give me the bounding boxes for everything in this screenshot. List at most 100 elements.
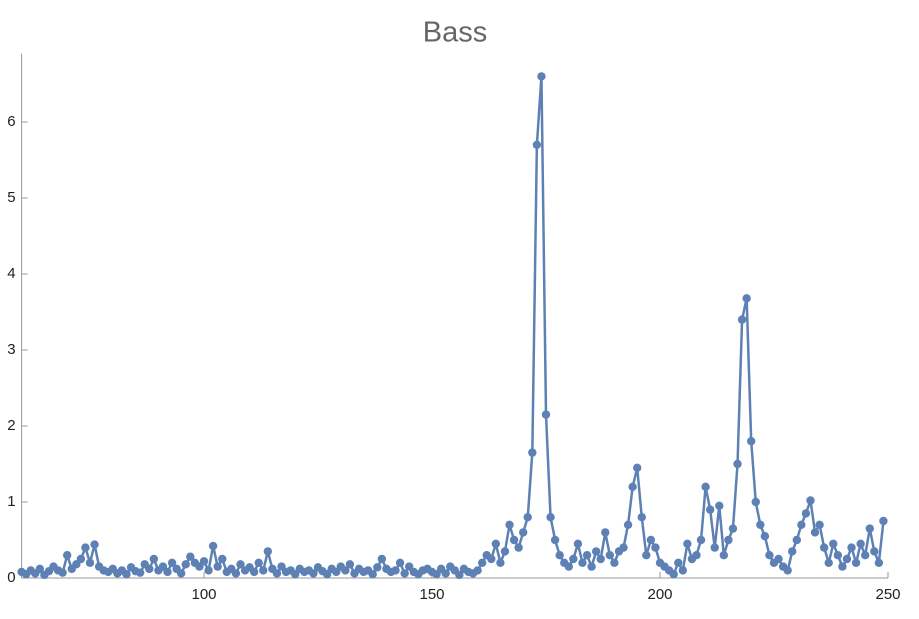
x-tick-label: 250: [875, 586, 900, 603]
data-point: [605, 551, 615, 560]
data-point: [272, 569, 282, 578]
x-tick-label: 150: [419, 586, 444, 603]
data-point: [596, 554, 605, 564]
data-point: [637, 513, 646, 522]
data-point: [861, 551, 870, 560]
data-point: [728, 524, 738, 533]
data-point: [747, 437, 756, 446]
data-point: [710, 543, 719, 552]
data-point: [674, 558, 683, 567]
data-point: [523, 513, 532, 522]
data-point: [167, 558, 177, 567]
data-point: [879, 516, 888, 526]
data-point: [633, 463, 642, 472]
data-point: [391, 566, 400, 575]
data-point: [806, 496, 815, 505]
data-point: [218, 554, 227, 564]
data-point: [537, 72, 546, 81]
data-point: [441, 569, 450, 578]
data-point: [838, 562, 847, 571]
data-point: [58, 568, 67, 577]
data-point: [345, 560, 355, 569]
data-point: [373, 563, 382, 572]
data-point: [395, 558, 405, 567]
chart-title: Bass: [423, 17, 487, 49]
data-point: [715, 501, 724, 510]
data-point: [692, 551, 701, 560]
data-point: [751, 497, 760, 507]
data-point: [149, 554, 159, 564]
data-point: [829, 539, 838, 548]
data-point: [199, 557, 209, 566]
data-point: [760, 532, 770, 541]
data-point: [90, 540, 99, 549]
data-point: [578, 558, 587, 567]
data-point: [815, 520, 824, 529]
data-point: [833, 551, 843, 560]
data-point: [341, 566, 350, 575]
data-point: [500, 547, 510, 556]
y-tick-label: 4: [7, 265, 15, 282]
data-point: [724, 535, 733, 545]
data-point: [487, 554, 496, 564]
data-point: [705, 505, 715, 514]
y-tick-label: 3: [7, 341, 15, 358]
data-point: [555, 551, 564, 560]
data-point: [181, 560, 190, 569]
data-point: [610, 558, 619, 567]
y-tick-label: 5: [7, 189, 15, 206]
data-point: [263, 547, 273, 556]
data-point: [792, 535, 801, 545]
data-point: [642, 551, 651, 560]
data-point: [35, 564, 45, 574]
data-point: [135, 568, 145, 577]
data-point: [204, 566, 213, 575]
data-point: [473, 566, 482, 575]
data-point: [582, 551, 592, 560]
data-point: [683, 539, 692, 548]
data-point: [368, 570, 377, 579]
y-tick-label: 1: [7, 493, 15, 510]
data-point: [810, 528, 820, 537]
data-point: [696, 535, 706, 545]
data-point: [756, 520, 765, 529]
data-point: [514, 543, 523, 552]
data-point: [231, 569, 241, 578]
data-point: [249, 567, 259, 577]
data-point: [797, 520, 806, 529]
data-point: [81, 543, 90, 552]
data-point: [85, 558, 95, 567]
data-point: [477, 558, 487, 567]
data-point: [628, 482, 637, 491]
data-point: [851, 558, 861, 567]
data-point: [532, 140, 542, 149]
data-point: [701, 482, 710, 491]
data-point: [505, 520, 514, 529]
data-point: [528, 448, 537, 457]
data-point: [669, 570, 678, 579]
data-point: [569, 554, 578, 564]
y-tick-label: 2: [7, 417, 15, 434]
data-point: [122, 570, 131, 579]
data-point: [496, 558, 505, 567]
data-point: [870, 547, 879, 556]
data-point: [546, 513, 555, 522]
data-point: [801, 509, 811, 518]
data-point: [573, 539, 583, 548]
data-point: [259, 566, 268, 575]
data-point: [587, 562, 596, 571]
x-tick-label: 200: [647, 586, 672, 603]
data-point: [646, 535, 656, 545]
data-point: [550, 535, 560, 545]
data-point: [145, 564, 154, 574]
data-point: [455, 570, 464, 580]
data-point: [733, 459, 742, 469]
data-point: [874, 558, 884, 567]
data-point: [865, 524, 874, 533]
data-point: [601, 528, 610, 537]
data-point: [541, 410, 551, 419]
data-point: [824, 558, 833, 567]
data-point: [856, 539, 865, 548]
data-point: [742, 294, 751, 303]
